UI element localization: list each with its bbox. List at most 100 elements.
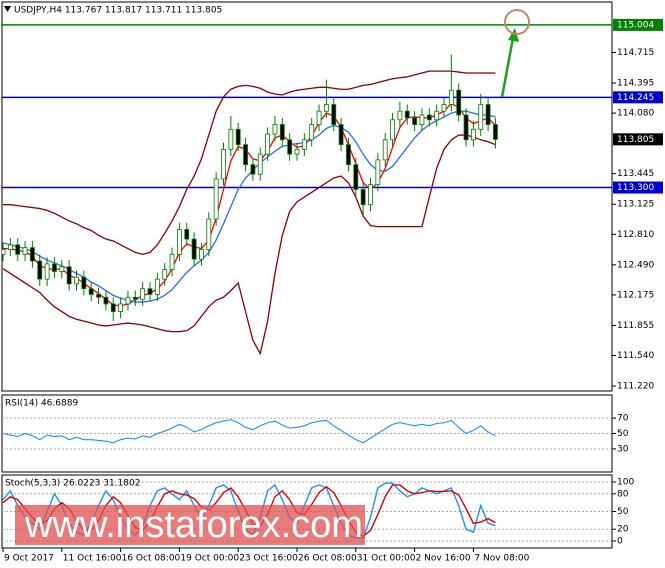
candle-body	[294, 148, 300, 155]
price-tag	[613, 18, 663, 31]
oscillator-line	[2, 419, 496, 444]
forecast-annotation	[500, 9, 530, 98]
x-tick-label: 26 Oct 08:00	[298, 554, 357, 564]
candle-body	[81, 276, 87, 290]
y-tick-label: 111.855	[617, 321, 654, 331]
candle-body	[309, 124, 315, 141]
candle-body	[29, 247, 35, 262]
x-tick-label: 2 Nov 16:00	[416, 554, 471, 564]
candle-body	[272, 124, 278, 135]
y-tick-label: 70	[617, 414, 629, 424]
candle-body	[375, 159, 381, 186]
plot-area	[2, 24, 612, 356]
candle-body	[250, 164, 256, 175]
y-tick-label: 50	[617, 429, 629, 439]
watermark-group: www.instaforex.com	[15, 504, 365, 546]
y-tick-label: 112.490	[617, 260, 654, 270]
candle-body	[140, 288, 146, 300]
indicator-line	[3, 70, 496, 256]
price-tag	[613, 91, 663, 104]
title-icon	[4, 6, 11, 12]
candle-body	[103, 296, 109, 305]
y-tick-label: 80	[617, 489, 629, 499]
candle-body	[257, 153, 263, 175]
y-tick-label: 112.175	[617, 290, 654, 300]
candle-body	[235, 128, 241, 145]
y-tick-label: 111.540	[617, 351, 654, 361]
y-tick-label: 30	[617, 444, 629, 454]
candle-body	[338, 124, 344, 145]
candle-body	[316, 110, 322, 125]
candle-body	[228, 128, 234, 150]
watermark: www.instaforex.com	[24, 504, 363, 546]
candle-body	[404, 110, 410, 119]
candle-body	[346, 144, 351, 166]
candle-body	[37, 260, 43, 280]
price-tag-label: 115.004	[617, 20, 654, 30]
candle-body	[176, 229, 182, 255]
price-tag-label: 114.245	[617, 93, 654, 103]
y-tick-label: 20	[617, 525, 629, 535]
candle-body	[110, 303, 116, 312]
candle-body	[382, 139, 388, 161]
candle-body	[15, 244, 21, 255]
y-tick-label: 114.395	[617, 79, 654, 89]
y-tick-label: 112.810	[617, 230, 654, 240]
y-tick-label: 114.080	[617, 109, 654, 119]
candle-body	[485, 104, 491, 125]
candle-body	[213, 178, 219, 220]
x-tick-label: 23 Oct 16:00	[239, 554, 298, 564]
candle-body	[243, 144, 248, 166]
y-tick-label: 50	[617, 507, 629, 517]
candle-body	[44, 263, 50, 280]
candle-body	[7, 244, 13, 250]
candle-body	[493, 124, 498, 140]
watermark-box	[15, 505, 365, 545]
candle-body	[463, 114, 469, 141]
target-circle	[504, 9, 530, 35]
panel-title: Stoch(5,3,3) 26.0223 31.1802	[5, 479, 140, 489]
candle-body	[88, 288, 94, 295]
x-tick-label: 9 Oct 2017	[4, 554, 54, 564]
candle-body	[191, 238, 197, 260]
candle-body	[478, 104, 484, 130]
y-tick-label: 113.125	[617, 200, 654, 210]
x-tick-label: 19 Oct 00:00	[180, 554, 239, 564]
candle-body	[331, 104, 337, 125]
forecast-arrow	[500, 37, 515, 98]
candle-body	[456, 89, 462, 116]
candle-body	[448, 89, 454, 105]
price-tag-label: 113.300	[617, 183, 654, 193]
panel-title: RSI(14) 46.6889	[5, 399, 78, 409]
y-tick-label: 100	[617, 478, 634, 488]
candle-body	[412, 117, 418, 125]
candle-body	[323, 104, 329, 112]
candle-body	[221, 148, 226, 180]
candle-body	[441, 104, 447, 112]
candle-body	[118, 303, 123, 312]
candle-body	[169, 253, 175, 271]
y-tick-label: 114.715	[617, 48, 654, 58]
y-tick-label: 113.445	[617, 169, 654, 179]
candle-body	[206, 218, 212, 250]
candle-body	[74, 276, 79, 285]
candle-body	[426, 114, 432, 121]
candle-body	[199, 249, 204, 260]
price-tag-label: 113.805	[617, 135, 654, 145]
candle-body	[184, 229, 190, 240]
candle-body	[419, 114, 425, 125]
candle-body	[162, 269, 168, 280]
candle-body	[368, 184, 373, 206]
price-tag	[613, 133, 663, 146]
y-tick-label: 111.220	[617, 382, 654, 392]
candle-body	[434, 110, 440, 121]
candle-body	[353, 164, 359, 190]
candle-body	[132, 296, 138, 300]
candle-body	[125, 296, 131, 305]
x-tick-label: 7 Nov 08:00	[474, 554, 529, 564]
candle-body	[265, 133, 271, 155]
panel-title: USDJPY,H4 113.767 113.817 113.711 113.80…	[14, 6, 222, 16]
arrow-head	[508, 28, 519, 42]
candle-body	[301, 139, 307, 150]
